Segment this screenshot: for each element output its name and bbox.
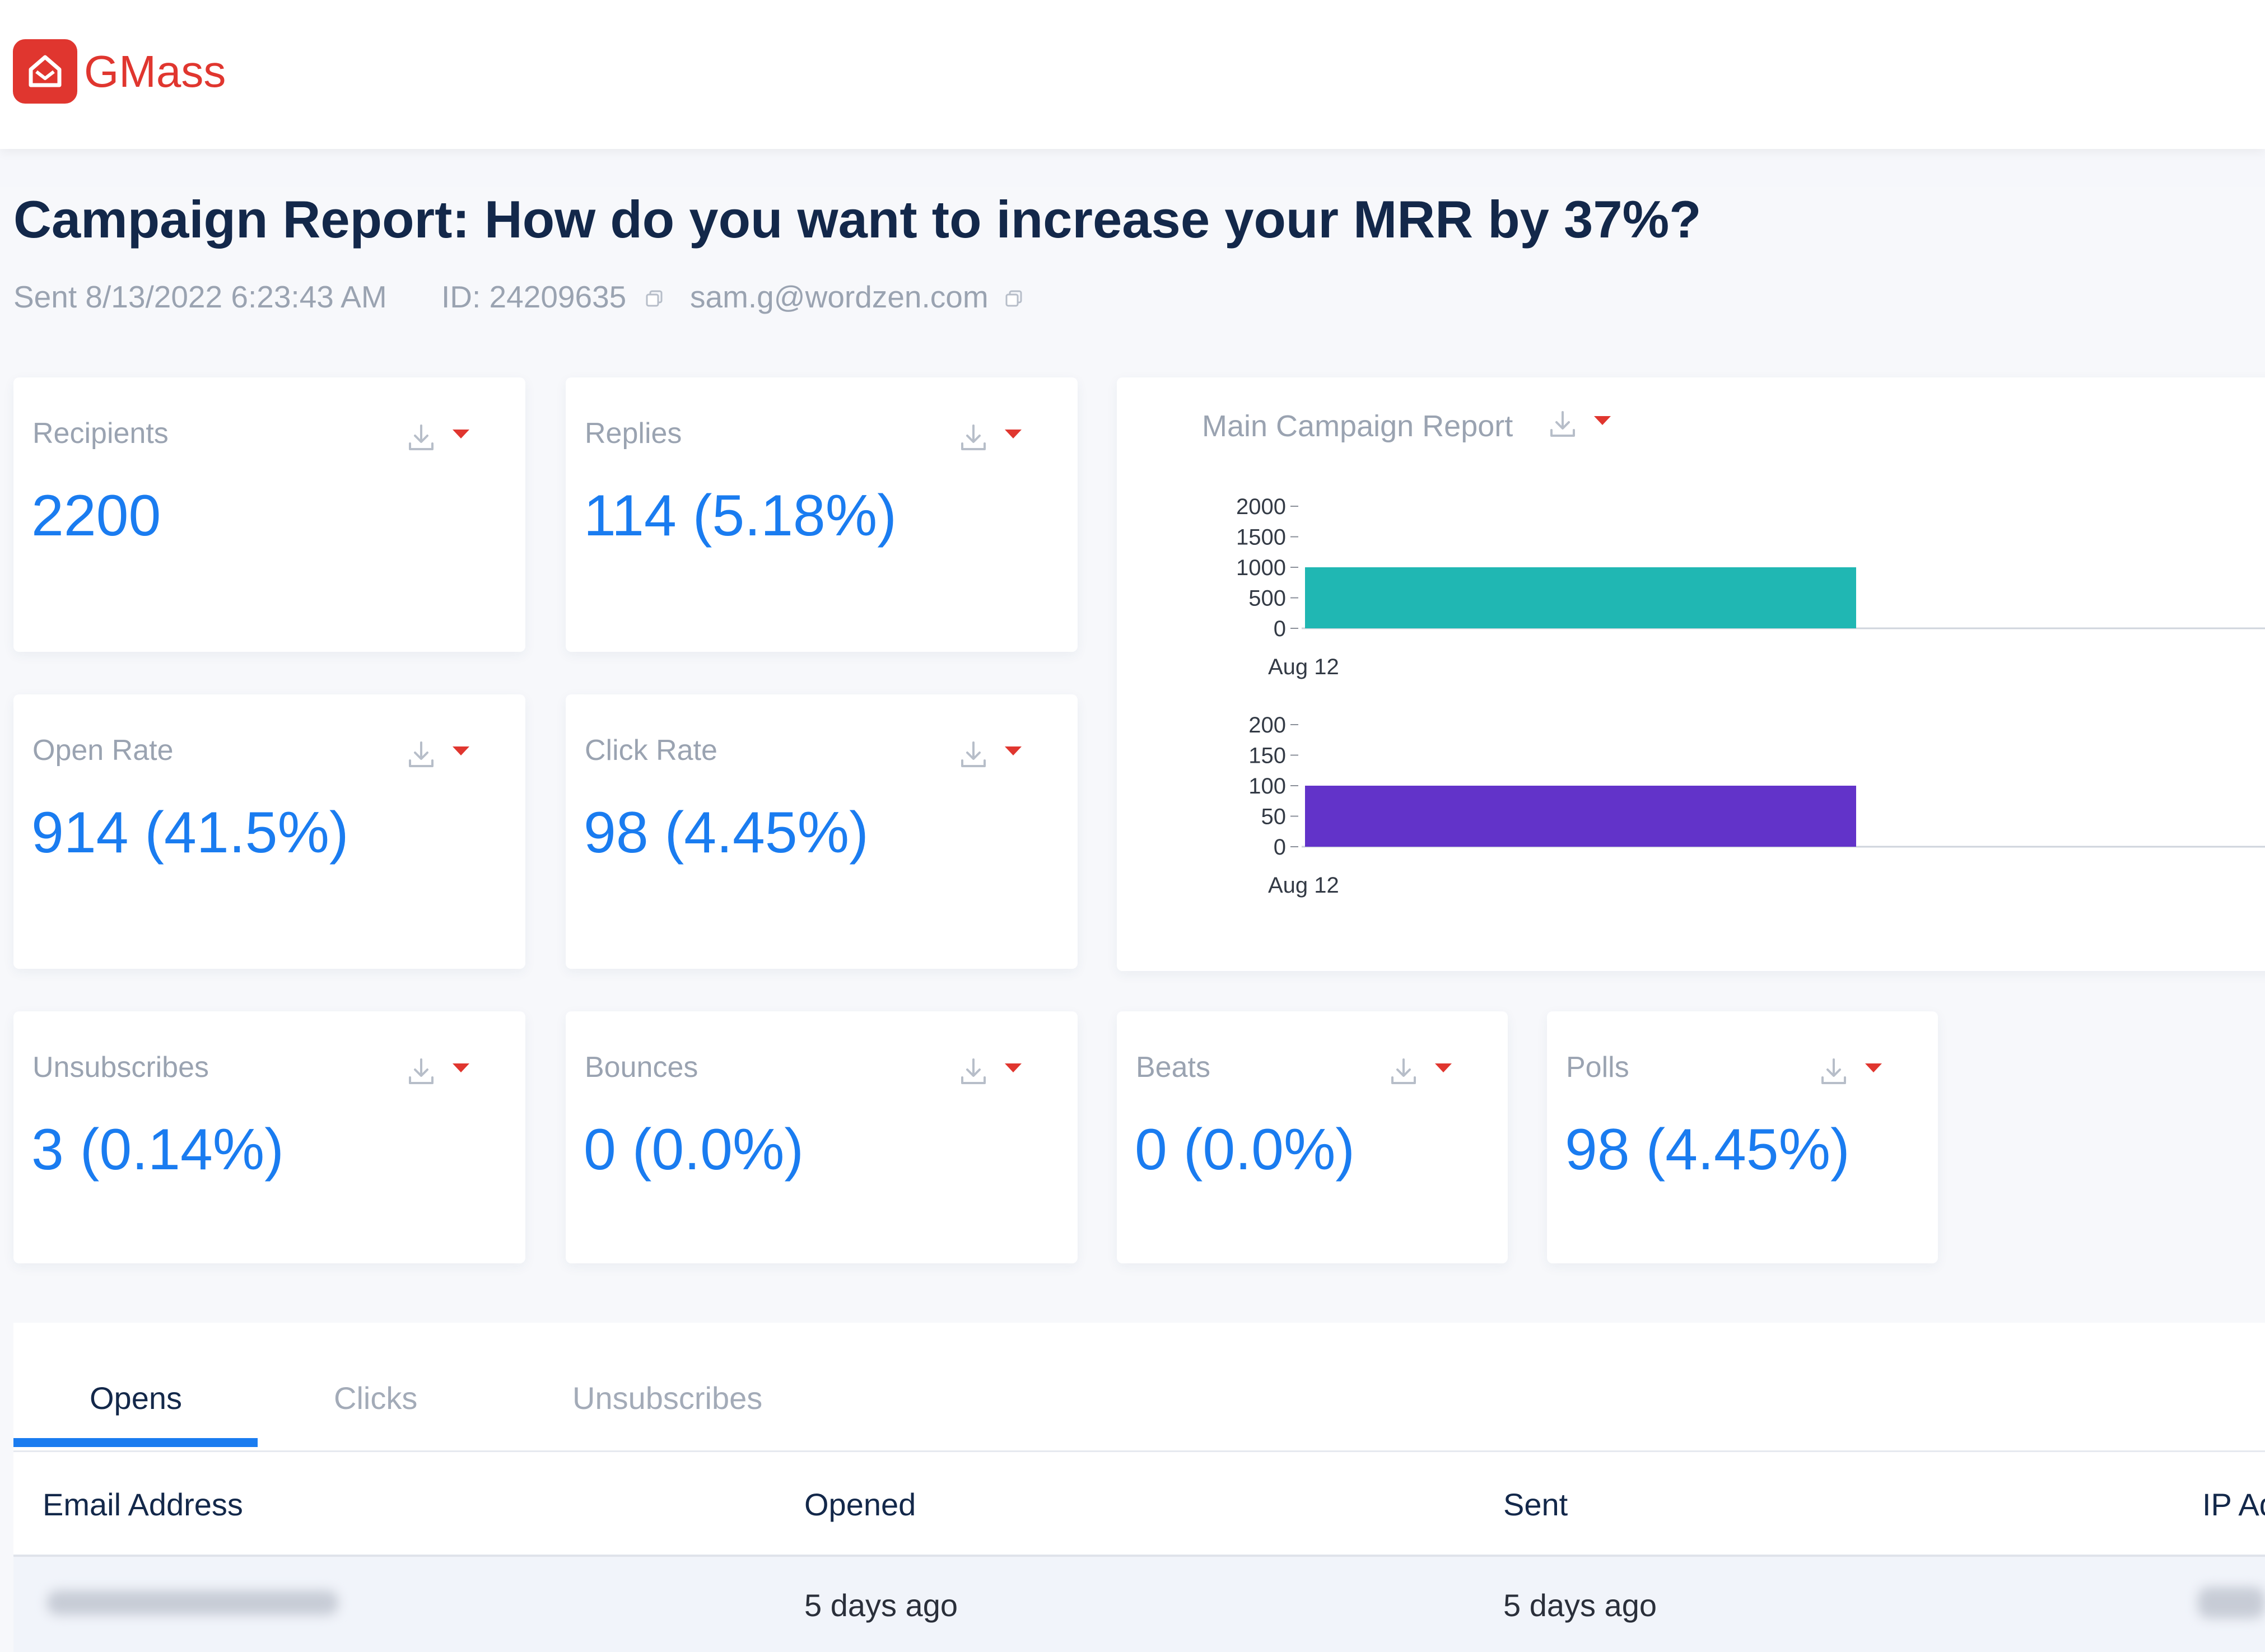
stat-card-replies: Replies 114 (5.18%) xyxy=(566,377,1078,652)
caret-down-icon[interactable] xyxy=(451,1062,470,1074)
caret-down-icon[interactable] xyxy=(451,745,470,757)
campaign-id: ID: 24209635 xyxy=(441,279,627,314)
page-title: Campaign Report: How do you want to incr… xyxy=(13,190,1702,249)
main-campaign-report-card: Main Campaign Report 2000 1500 1000 500 0 Aug… xyxy=(1117,377,2265,971)
copy-email-icon[interactable] xyxy=(1004,288,1024,309)
active-tab-indicator xyxy=(13,1438,258,1447)
redacted-ip xyxy=(2198,1587,2265,1618)
bar xyxy=(1305,567,1856,628)
tab-unsubscribes[interactable]: Unsubscribes xyxy=(572,1380,763,1416)
y-tick-label: 50 xyxy=(1261,805,1287,829)
y-tick-label: 150 xyxy=(1248,744,1286,768)
table-row[interactable] xyxy=(13,1557,2265,1652)
sent-timestamp: Sent 8/13/2022 6:23:43 AM xyxy=(13,279,387,314)
stat-card-open-rate: Open Rate 914 (41.5%) xyxy=(13,694,525,969)
caret-down-icon[interactable] xyxy=(1004,428,1023,440)
stat-card-polls: Polls 98 (4.45%) xyxy=(1547,1011,1938,1263)
stat-card-unsubscribes: Unsubscribes 3 (0.14%) xyxy=(13,1011,525,1263)
stat-value: 914 (41.5%) xyxy=(31,800,349,865)
download-icon[interactable] xyxy=(958,739,989,771)
stat-card-bounces: Bounces 0 (0.0%) xyxy=(566,1011,1078,1263)
stat-value: 0 (0.0%) xyxy=(1135,1117,1355,1182)
caret-down-icon[interactable] xyxy=(1593,414,1612,427)
column-header-ip-address[interactable]: IP Ad xyxy=(2202,1487,2265,1522)
caret-down-icon[interactable] xyxy=(1864,1062,1883,1074)
download-icon[interactable] xyxy=(1388,1056,1419,1088)
redacted-email xyxy=(47,1590,338,1615)
stat-value: 3 (0.14%) xyxy=(31,1117,284,1182)
copy-id-icon[interactable] xyxy=(644,288,664,309)
y-tick-label: 0 xyxy=(1274,617,1286,641)
caret-down-icon[interactable] xyxy=(451,428,470,440)
y-tick-label: 200 xyxy=(1248,713,1286,738)
stat-label: Beats xyxy=(1136,1051,1210,1084)
download-icon[interactable] xyxy=(1818,1056,1849,1088)
tab-opens[interactable]: Opens xyxy=(90,1380,182,1416)
sent-cell: 5 days ago xyxy=(1503,1588,1657,1623)
opened-cell: 5 days ago xyxy=(804,1588,958,1623)
y-tick-label: 500 xyxy=(1248,586,1286,611)
tab-clicks[interactable]: Clicks xyxy=(334,1380,418,1416)
brand-name[interactable]: GMass xyxy=(84,46,226,96)
sender-email: sam.g@wordzen.com xyxy=(690,279,989,314)
y-tick-label: 2000 xyxy=(1236,494,1286,519)
tabs-divider xyxy=(13,1450,2265,1452)
gmass-logo-icon[interactable] xyxy=(13,39,77,104)
y-tick-label: 1000 xyxy=(1236,556,1286,580)
column-header-opened[interactable]: Opened xyxy=(804,1487,916,1522)
stat-label: Polls xyxy=(1566,1051,1629,1084)
stat-card-click-rate: Click Rate 98 (4.45%) xyxy=(566,694,1078,969)
stat-label: Recipients xyxy=(32,417,169,450)
download-icon[interactable] xyxy=(406,422,437,454)
stat-value: 98 (4.45%) xyxy=(1565,1117,1850,1182)
stat-card-beats: Beats 0 (0.0%) xyxy=(1117,1011,1508,1263)
download-icon[interactable] xyxy=(406,1056,437,1088)
stat-label: Bounces xyxy=(585,1051,698,1084)
bar xyxy=(1305,786,1856,847)
download-icon[interactable] xyxy=(958,422,989,454)
download-icon[interactable] xyxy=(406,739,437,771)
download-icon[interactable] xyxy=(1547,409,1578,440)
stat-card-recipients: Recipients 2200 xyxy=(13,377,525,652)
download-icon[interactable] xyxy=(958,1056,989,1088)
stat-label: Click Rate xyxy=(585,734,717,767)
chart-title: Main Campaign Report xyxy=(1202,409,1513,443)
stat-value: 0 (0.0%) xyxy=(584,1117,804,1182)
activity-panel: Opens Clicks Unsubscribes Email Address … xyxy=(13,1323,2265,1652)
caret-down-icon[interactable] xyxy=(1434,1062,1453,1074)
caret-down-icon[interactable] xyxy=(1004,1062,1023,1074)
table-header-divider xyxy=(13,1555,2265,1557)
stat-value: 98 (4.45%) xyxy=(584,800,869,865)
column-header-sent[interactable]: Sent xyxy=(1503,1487,1568,1522)
stat-value: 114 (5.18%) xyxy=(584,483,897,548)
x-tick-label: Aug 12 xyxy=(1268,873,1339,898)
top-bar: GMass xyxy=(0,0,2265,149)
caret-down-icon[interactable] xyxy=(1004,745,1023,757)
x-tick-label: Aug 12 xyxy=(1268,655,1339,679)
stat-value: 2200 xyxy=(31,483,161,548)
y-tick-label: 0 xyxy=(1274,835,1286,860)
stat-label: Open Rate xyxy=(32,734,174,767)
stat-label: Replies xyxy=(585,417,682,450)
stat-label: Unsubscribes xyxy=(32,1051,209,1084)
column-header-email[interactable]: Email Address xyxy=(43,1487,243,1522)
y-tick-label: 100 xyxy=(1248,774,1286,799)
y-tick-label: 1500 xyxy=(1236,525,1286,550)
